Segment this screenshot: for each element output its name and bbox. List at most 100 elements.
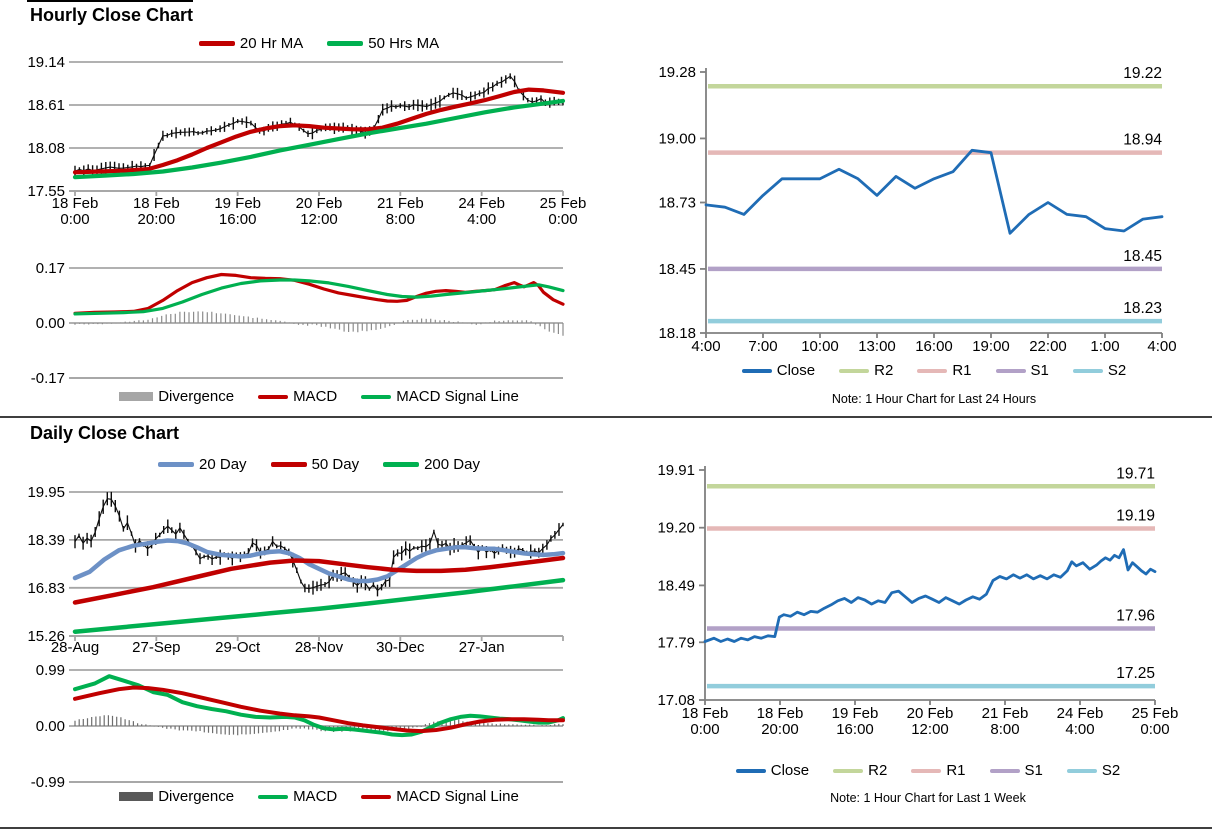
- legend-label: R1: [946, 762, 966, 779]
- legend-swatch: [119, 392, 154, 401]
- x-tick-label: 27-Jan: [459, 639, 505, 656]
- y-tick-label: 18.08: [27, 140, 65, 157]
- legend-label: MACD Signal Line: [396, 388, 519, 405]
- x-tick-label: 19:00: [972, 338, 1010, 355]
- level-label-r1: 19.19: [1116, 508, 1155, 525]
- x-tick-label: 19 Feb: [832, 705, 879, 722]
- series-macd-signal-line: [73, 685, 565, 734]
- legend-label: Close: [776, 362, 816, 379]
- legend-item-divergence: Divergence: [119, 388, 234, 405]
- legend-item-50-hrs-ma: 50 Hrs MA: [327, 35, 439, 52]
- x-tick-label: 0:00: [690, 721, 719, 738]
- x-tick-label: 18 Feb: [52, 195, 99, 212]
- legend-label: MACD Signal Line: [396, 788, 519, 805]
- section-divider: [0, 416, 1212, 418]
- y-tick-label: 17.08: [657, 692, 695, 709]
- legend-item-r2: R2: [833, 762, 887, 779]
- legend-swatch: [911, 768, 942, 773]
- y-tick-label: 19.28: [658, 64, 696, 81]
- legend-swatch: [198, 41, 235, 46]
- x-tick-label: 16:00: [219, 211, 257, 228]
- daily-pivot-note: Note: 1 Hour Chart for Last 1 Week: [830, 791, 1026, 805]
- hourly-macd-chart: 0.17 0.00 -0.17: [31, 260, 565, 387]
- series-200-day: [72, 577, 566, 634]
- x-tick-label: 18 Feb: [682, 705, 729, 722]
- legend-label: MACD: [293, 788, 338, 805]
- y-tick-label: 19.20: [657, 520, 695, 537]
- legend-item-20-day: 20 Day: [158, 456, 247, 473]
- x-tick-label: 16:00: [915, 338, 953, 355]
- x-tick-label: 0:00: [548, 211, 577, 228]
- legend-item-s2: S2: [1072, 362, 1127, 379]
- x-tick-label: 27-Sep: [132, 639, 180, 656]
- x-tick-label: 12:00: [300, 211, 338, 228]
- hourly-pivot-legend: Close R2 R1 S1 S2: [706, 362, 1162, 379]
- x-tick-label: 29-Oct: [215, 639, 261, 656]
- y-tick-label: 19.00: [658, 130, 696, 147]
- legend-label: 50 Hrs MA: [368, 35, 440, 52]
- y-tick-label: 0.00: [36, 718, 65, 735]
- legend-item-s2: S2: [1066, 762, 1120, 779]
- y-tick-label: 19.91: [657, 462, 695, 479]
- y-tick-label: 15.26: [27, 628, 65, 645]
- legend-item-s1: S1: [995, 362, 1049, 379]
- x-tick-label: 16:00: [836, 721, 874, 738]
- level-label-r1: 18.94: [1123, 132, 1162, 149]
- x-tick-label: 21 Feb: [377, 195, 424, 212]
- x-tick-label: 0:00: [60, 211, 89, 228]
- legend-item-macd-signal-line: MACD Signal Line: [361, 388, 519, 405]
- y-tick-label: 18.39: [27, 532, 65, 549]
- legend-swatch: [735, 768, 766, 773]
- x-tick-label: 19 Feb: [214, 195, 261, 212]
- series-price-line: [74, 75, 564, 172]
- series-macd: [73, 272, 565, 315]
- legend-item-macd-signal-line: MACD Signal Line: [361, 788, 519, 805]
- legend-label: Close: [770, 762, 810, 779]
- x-tick-label: 20 Feb: [907, 705, 954, 722]
- y-tick-label: 0.17: [36, 260, 65, 277]
- legend-swatch: [995, 368, 1026, 373]
- legend-item-macd: MACD: [258, 388, 337, 405]
- x-tick-label: 20:00: [138, 211, 176, 228]
- legend-swatch: [270, 462, 307, 467]
- y-tick-label: 17.79: [657, 634, 695, 651]
- bottom-divider: [0, 827, 1212, 829]
- x-tick-label: 1:00: [1090, 338, 1119, 355]
- y-tick-label: -0.17: [31, 370, 65, 387]
- daily-pivot-legend: Close R2 R1 S1 S2: [700, 762, 1156, 779]
- legend-swatch: [158, 462, 195, 467]
- y-tick-label: 0.99: [36, 662, 65, 679]
- x-tick-label: 30-Dec: [376, 639, 425, 656]
- x-tick-label: 4:00: [691, 338, 720, 355]
- x-tick-label: 4:00: [467, 211, 496, 228]
- series-close: [703, 548, 1157, 643]
- legend-label: 20 Day: [199, 456, 247, 473]
- legend-label: 200 Day: [424, 456, 480, 473]
- y-tick-label: 19.14: [27, 54, 65, 71]
- x-tick-label: 4:00: [1065, 721, 1094, 738]
- x-tick-label: 25 Feb: [540, 195, 587, 212]
- legend-label: R2: [868, 762, 888, 779]
- legend-label: Divergence: [158, 788, 235, 805]
- legend-item-20-hr-ma: 20 Hr MA: [198, 35, 303, 52]
- x-tick-label: 13:00: [858, 338, 896, 355]
- legend-item-r1: R1: [917, 362, 972, 379]
- hourly-pivot-note: Note: 1 Hour Chart for Last 24 Hours: [831, 392, 1037, 406]
- x-tick-label: 25 Feb: [1132, 705, 1179, 722]
- y-tick-label: 18.49: [657, 577, 695, 594]
- legend-item-close: Close: [741, 362, 816, 379]
- top-edge-line: [27, 0, 193, 2]
- legend-label: S1: [1024, 762, 1043, 779]
- legend-swatch: [258, 794, 289, 799]
- legend-swatch: [119, 792, 154, 801]
- daily-section-title: Daily Close Chart: [30, 423, 180, 443]
- x-tick-label: 28-Nov: [295, 639, 344, 656]
- x-tick-label: 24 Feb: [1057, 705, 1104, 722]
- legend-label: R1: [952, 362, 972, 379]
- legend-swatch: [327, 41, 364, 46]
- x-tick-label: 4:00: [1147, 338, 1176, 355]
- legend-label: S2: [1107, 362, 1127, 379]
- y-tick-label: -0.99: [31, 774, 65, 791]
- legend-swatch: [839, 368, 870, 373]
